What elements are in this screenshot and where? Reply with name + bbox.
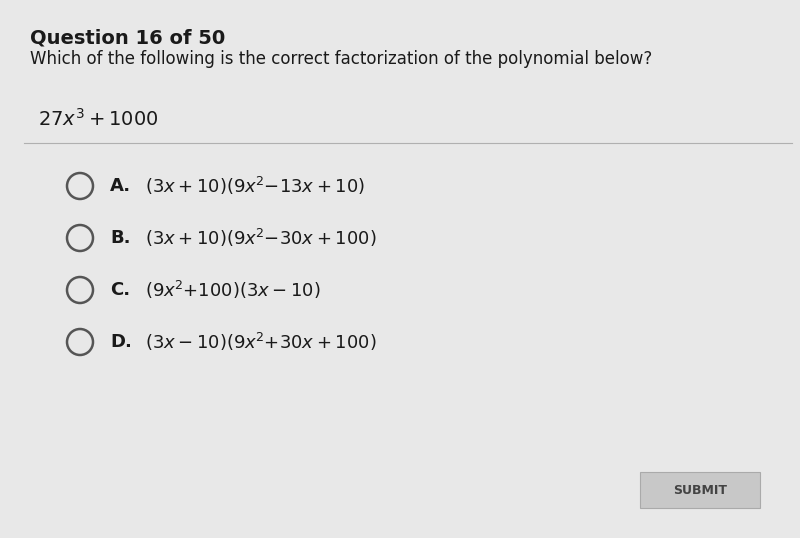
Text: C.: C. — [110, 281, 130, 299]
Text: $(3x + 10)(9x$$^2$$ - 13x + 10)$: $(3x + 10)(9x$$^2$$ - 13x + 10)$ — [145, 175, 365, 197]
Text: SUBMIT: SUBMIT — [673, 484, 727, 497]
Text: Which of the following is the correct factorization of the polynomial below?: Which of the following is the correct fa… — [30, 50, 652, 68]
Text: $(3x - 10)(9x$$^2$$ + 30x + 100)$: $(3x - 10)(9x$$^2$$ + 30x + 100)$ — [145, 331, 377, 353]
Text: A.: A. — [110, 177, 131, 195]
Text: D.: D. — [110, 333, 132, 351]
Text: $(3x + 10)(9x$$^2$$ - 30x + 100)$: $(3x + 10)(9x$$^2$$ - 30x + 100)$ — [145, 227, 377, 249]
FancyBboxPatch shape — [640, 472, 760, 508]
Text: Question 16 of 50: Question 16 of 50 — [30, 28, 226, 47]
Text: B.: B. — [110, 229, 130, 247]
Text: $(9x$$^2$$ + 100)(3x - 10)$: $(9x$$^2$$ + 100)(3x - 10)$ — [145, 279, 321, 301]
Text: $27x^3 + 1000$: $27x^3 + 1000$ — [38, 108, 158, 130]
